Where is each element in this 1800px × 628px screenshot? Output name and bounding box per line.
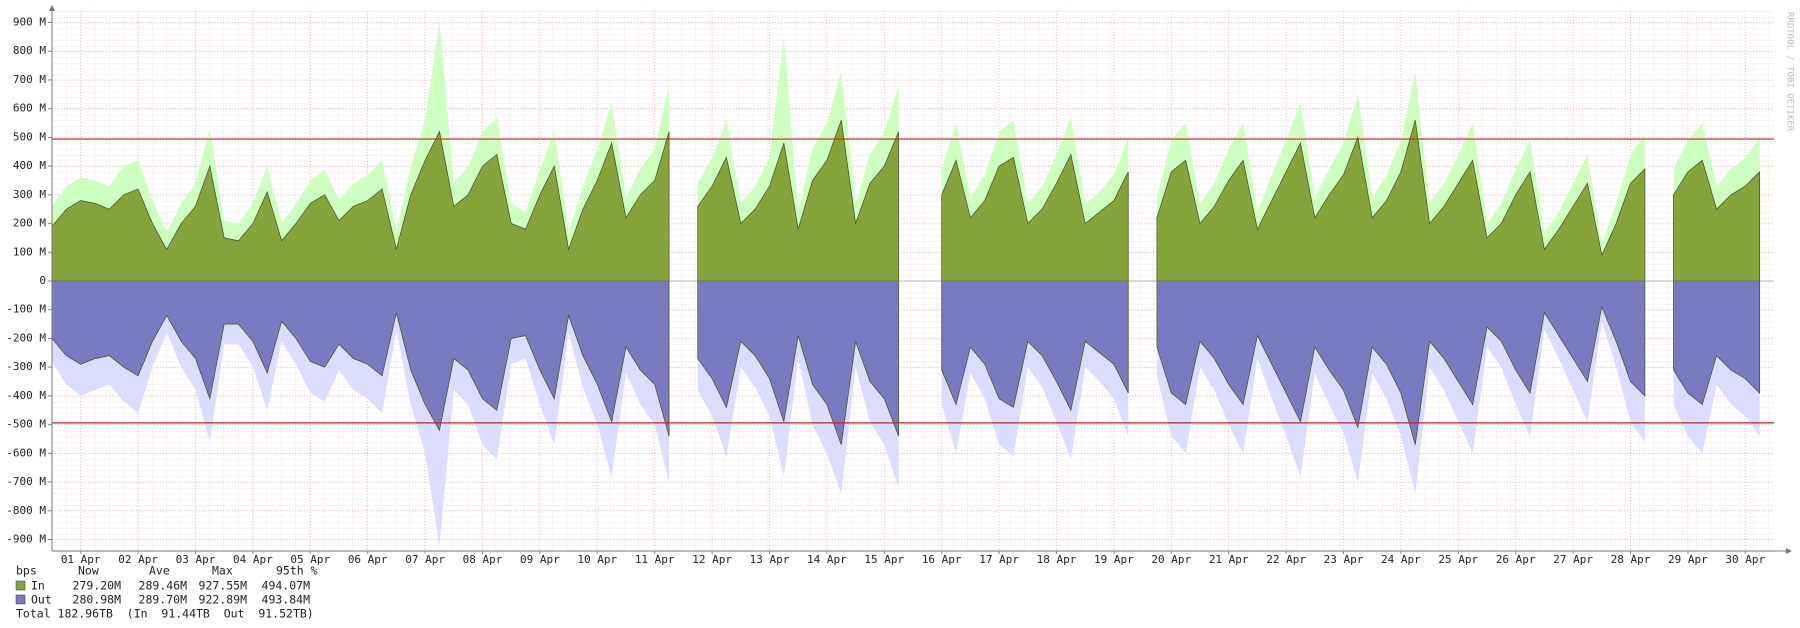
x-tick-label: 19 Apr (1094, 553, 1134, 566)
legend-col: 95th % (276, 564, 318, 578)
x-tick-label: 03 Apr (176, 553, 216, 566)
x-tick-label: 21 Apr (1209, 553, 1249, 566)
x-tick-label: 23 Apr (1324, 553, 1364, 566)
y-axis-arrow (49, 5, 55, 11)
y-tick-label: -200 M (6, 331, 46, 344)
legend-name: Out (31, 593, 52, 607)
legend-total: Total 182.96TB (In 91.44TB Out 91.52TB) (16, 607, 314, 621)
x-tick-label: 02 Apr (118, 553, 158, 566)
x-tick-label: 09 Apr (520, 553, 560, 566)
legend-col: Now (78, 564, 99, 578)
avg-area (51, 120, 1761, 282)
y-tick-label: 0 (39, 274, 46, 287)
legend: bps Now Ave Max 95th % Total 182.96TB (I… (15, 564, 318, 621)
y-tick-label: -900 M (6, 533, 46, 546)
y-tick-label: 400 M (13, 159, 46, 172)
legend-col: Max (212, 564, 233, 578)
y-tick-label: 900 M (13, 15, 46, 28)
y-tick-label: -400 M (6, 389, 46, 402)
y-tick-label: 600 M (13, 102, 46, 115)
y-tick-label: -700 M (6, 475, 46, 488)
x-tick-label: 04 Apr (233, 553, 273, 566)
x-tick-label: 24 Apr (1381, 553, 1421, 566)
legend-col: Ave (149, 564, 170, 578)
y-tick-label: 100 M (13, 245, 46, 258)
x-tick-label: 17 Apr (979, 553, 1019, 566)
legend-unit: bps (16, 564, 37, 578)
y-tick-label: 200 M (13, 217, 46, 230)
y-tick-label: 800 M (13, 44, 46, 57)
y-tick-label: 500 M (13, 130, 46, 143)
x-tick-label: 15 Apr (864, 553, 904, 566)
x-tick-label: 18 Apr (1037, 553, 1077, 566)
x-tick-label: 13 Apr (750, 553, 790, 566)
x-tick-label: 08 Apr (463, 553, 503, 566)
legend-stat: 493.84M (262, 593, 311, 607)
x-axis-arrow (1786, 548, 1792, 554)
legend-stat: 289.70M (139, 593, 188, 607)
x-tick-label: 11 Apr (635, 553, 675, 566)
watermark: RRDTOOL / TOBI OETIKER (1785, 12, 1795, 132)
x-tick-label: 20 Apr (1151, 553, 1191, 566)
legend-swatch (15, 580, 26, 591)
legend-stat: 280.98M (73, 593, 122, 607)
x-tick-label: 25 Apr (1438, 553, 1478, 566)
legend-stat: 494.07M (262, 579, 311, 593)
x-tick-label: 05 Apr (290, 553, 330, 566)
x-tick-label: 28 Apr (1611, 553, 1651, 566)
y-tick-label: 300 M (13, 188, 46, 201)
y-tick-label: -500 M (6, 418, 46, 431)
avg-area (51, 280, 1761, 445)
legend-stat: 927.55M (199, 579, 248, 593)
x-tick-label: 07 Apr (405, 553, 445, 566)
y-tick-label: -600 M (6, 446, 46, 459)
y-tick-label: -100 M (6, 303, 46, 316)
x-tick-label: 27 Apr (1553, 553, 1593, 566)
x-tick-label: 01 Apr (61, 553, 101, 566)
x-tick-label: 06 Apr (348, 553, 388, 566)
y-tick-label: -800 M (6, 504, 46, 517)
x-tick-label: 30 Apr (1725, 553, 1765, 566)
x-tick-label: 14 Apr (807, 553, 847, 566)
y-tick-label: 700 M (13, 73, 46, 86)
legend-stat: 289.46M (139, 579, 188, 593)
x-tick-label: 12 Apr (692, 553, 732, 566)
x-tick-label: 29 Apr (1668, 553, 1708, 566)
legend-swatch (15, 594, 26, 605)
legend-stat: 922.89M (199, 593, 248, 607)
legend-name: In (31, 579, 45, 593)
y-tick-label: -300 M (6, 360, 46, 373)
x-tick-label: 26 Apr (1496, 553, 1536, 566)
x-tick-label: 22 Apr (1266, 553, 1306, 566)
x-tick-label: 10 Apr (577, 553, 617, 566)
x-tick-label: 16 Apr (922, 553, 962, 566)
legend-stat: 279.20M (73, 579, 122, 593)
